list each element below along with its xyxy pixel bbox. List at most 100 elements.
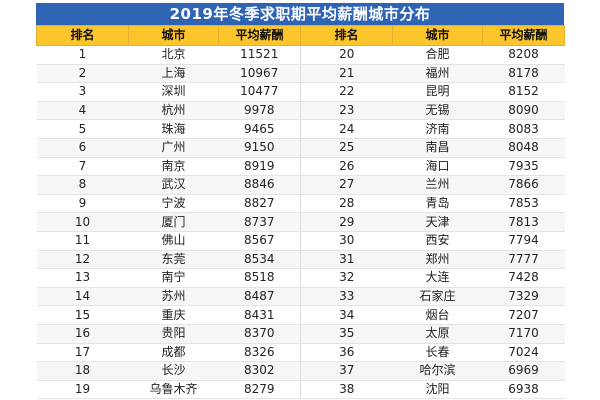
table-row: 13 南宁 8518 32 大连 7428 — [36, 268, 565, 288]
cell-city: 宁波 — [128, 194, 219, 214]
cell-salary: 7853 — [482, 194, 565, 214]
table-row: 8 武汉 8846 27 兰州 7866 — [36, 175, 565, 195]
cell-rank: 2 — [36, 64, 129, 84]
table-row: 5 珠海 9465 24 济南 8083 — [36, 119, 565, 139]
cell-salary: 8083 — [482, 119, 565, 139]
cell-rank: 1 — [36, 45, 129, 65]
cell-city: 北京 — [128, 45, 219, 65]
cell-rank: 31 — [300, 250, 393, 270]
table-row: 16 贵阳 8370 35 太原 7170 — [36, 324, 565, 344]
cell-city: 乌鲁木齐 — [128, 380, 219, 400]
cell-city: 昆明 — [392, 82, 483, 102]
table-row: 4 杭州 9978 23 无锡 8090 — [36, 101, 565, 121]
cell-city: 贵阳 — [128, 324, 219, 344]
header-rank-right: 排名 — [300, 25, 393, 46]
cell-rank: 18 — [36, 361, 129, 381]
cell-city: 合肥 — [392, 45, 483, 65]
cell-rank: 32 — [300, 268, 393, 288]
cell-salary: 10477 — [218, 82, 301, 102]
cell-salary: 11521 — [218, 45, 301, 65]
cell-rank: 4 — [36, 101, 129, 121]
cell-rank: 9 — [36, 194, 129, 214]
cell-rank: 20 — [300, 45, 393, 65]
cell-rank: 30 — [300, 231, 393, 251]
table-row: 15 重庆 8431 34 烟台 7207 — [36, 305, 565, 325]
cell-city: 苏州 — [128, 287, 219, 307]
header-salary-right: 平均薪酬 — [482, 25, 565, 46]
cell-salary: 7207 — [482, 305, 565, 325]
cell-city: 海口 — [392, 157, 483, 177]
cell-rank: 12 — [36, 250, 129, 270]
cell-city: 长沙 — [128, 361, 219, 381]
table-row: 9 宁波 8827 28 青岛 7853 — [36, 194, 565, 214]
cell-rank: 37 — [300, 361, 393, 381]
cell-salary: 9465 — [218, 119, 301, 139]
cell-rank: 3 — [36, 82, 129, 102]
cell-rank: 29 — [300, 212, 393, 232]
cell-salary: 7935 — [482, 157, 565, 177]
table-row: 7 南京 8919 26 海口 7935 — [36, 157, 565, 177]
cell-rank: 22 — [300, 82, 393, 102]
cell-salary: 10967 — [218, 64, 301, 84]
cell-city: 大连 — [392, 268, 483, 288]
cell-city: 东莞 — [128, 250, 219, 270]
table-header-row: 排名 城市 平均薪酬 排名 城市 平均薪酬 — [36, 25, 565, 46]
table-body: 1 北京 11521 20 合肥 8208 2 上海 10967 21 福州 8… — [36, 45, 565, 400]
table-row: 18 长沙 8302 37 哈尔滨 6969 — [36, 361, 565, 381]
cell-city: 济南 — [392, 119, 483, 139]
cell-rank: 10 — [36, 212, 129, 232]
cell-salary: 8534 — [218, 250, 301, 270]
cell-salary: 7170 — [482, 324, 565, 344]
cell-rank: 36 — [300, 343, 393, 363]
cell-city: 上海 — [128, 64, 219, 84]
cell-rank: 28 — [300, 194, 393, 214]
cell-salary: 8370 — [218, 324, 301, 344]
cell-rank: 26 — [300, 157, 393, 177]
page-title: 2019年冬季求职期平均薪酬城市分布 — [36, 3, 564, 25]
cell-salary: 8279 — [218, 380, 301, 400]
cell-city: 哈尔滨 — [392, 361, 483, 381]
cell-salary: 8827 — [218, 194, 301, 214]
cell-city: 西安 — [392, 231, 483, 251]
cell-city: 福州 — [392, 64, 483, 84]
cell-rank: 19 — [36, 380, 129, 400]
table-row: 6 广州 9150 25 南昌 8048 — [36, 138, 565, 158]
cell-rank: 25 — [300, 138, 393, 158]
cell-city: 沈阳 — [392, 380, 483, 400]
cell-city: 太原 — [392, 324, 483, 344]
cell-rank: 13 — [36, 268, 129, 288]
cell-city: 长春 — [392, 343, 483, 363]
cell-rank: 11 — [36, 231, 129, 251]
cell-salary: 8846 — [218, 175, 301, 195]
cell-city: 武汉 — [128, 175, 219, 195]
cell-salary: 7329 — [482, 287, 565, 307]
cell-city: 佛山 — [128, 231, 219, 251]
cell-salary: 7428 — [482, 268, 565, 288]
table-row: 11 佛山 8567 30 西安 7794 — [36, 231, 565, 251]
cell-rank: 16 — [36, 324, 129, 344]
cell-city: 天津 — [392, 212, 483, 232]
cell-city: 重庆 — [128, 305, 219, 325]
cell-rank: 15 — [36, 305, 129, 325]
cell-salary: 7777 — [482, 250, 565, 270]
cell-salary: 8048 — [482, 138, 565, 158]
cell-city: 石家庄 — [392, 287, 483, 307]
cell-rank: 17 — [36, 343, 129, 363]
cell-salary: 7024 — [482, 343, 565, 363]
cell-city: 兰州 — [392, 175, 483, 195]
cell-rank: 5 — [36, 119, 129, 139]
cell-rank: 8 — [36, 175, 129, 195]
cell-salary: 7813 — [482, 212, 565, 232]
cell-city: 成都 — [128, 343, 219, 363]
cell-salary: 9150 — [218, 138, 301, 158]
cell-city: 厦门 — [128, 212, 219, 232]
cell-city: 广州 — [128, 138, 219, 158]
cell-city: 南宁 — [128, 268, 219, 288]
cell-city: 郑州 — [392, 250, 483, 270]
cell-rank: 14 — [36, 287, 129, 307]
table-row: 12 东莞 8534 31 郑州 7777 — [36, 250, 565, 270]
cell-salary: 7866 — [482, 175, 565, 195]
cell-rank: 35 — [300, 324, 393, 344]
cell-salary: 8302 — [218, 361, 301, 381]
table-row: 19 乌鲁木齐 8279 38 沈阳 6938 — [36, 380, 565, 400]
